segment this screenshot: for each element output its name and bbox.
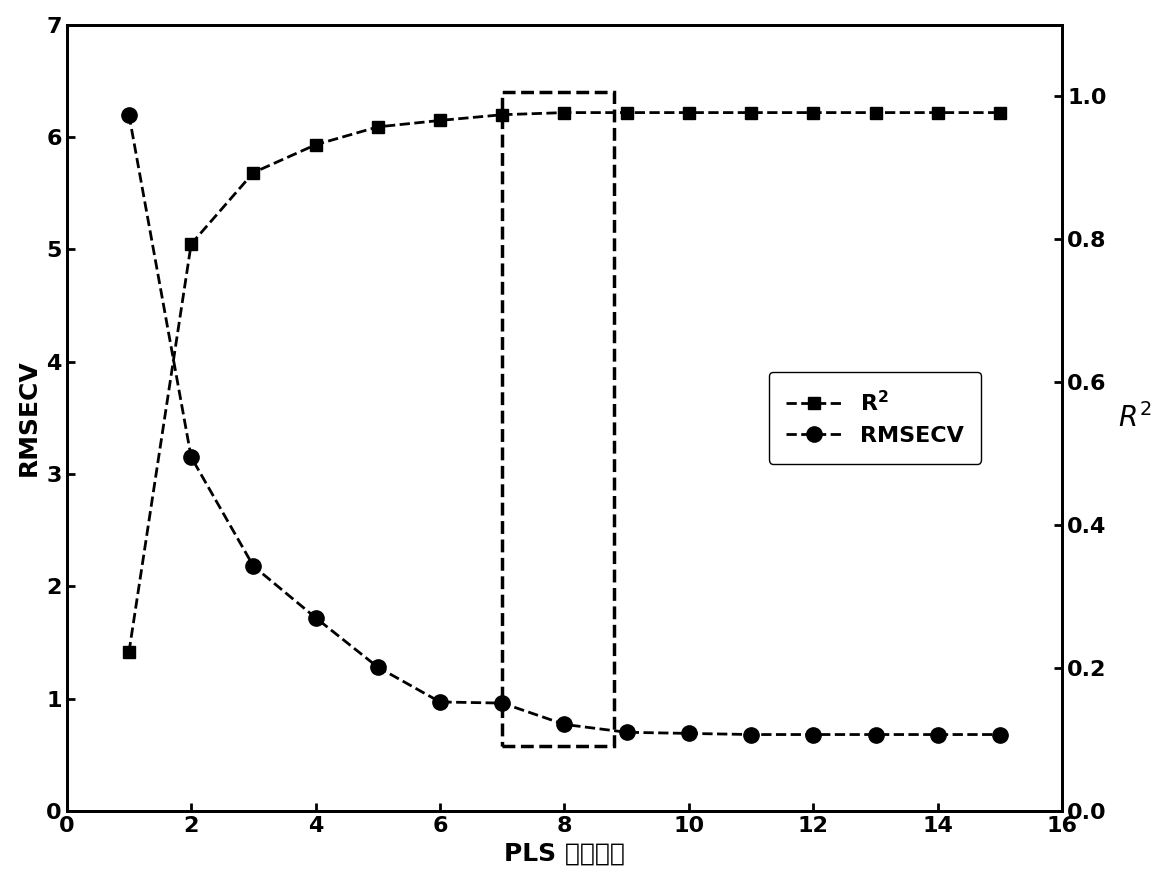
- RMSECV: [806, 729, 820, 740]
- $R^2$: [993, 108, 1007, 118]
- $R^2$: [744, 108, 758, 118]
- $R^2$: [185, 239, 199, 250]
- $R^2$: [869, 108, 883, 118]
- $R^2$: [370, 122, 384, 132]
- $R^2$: [433, 116, 447, 126]
- RMSECV: [682, 729, 696, 739]
- $R^2$: [931, 108, 945, 118]
- RMSECV: [557, 719, 571, 729]
- Y-axis label: $R^2$: $R^2$: [1118, 403, 1152, 433]
- $R^2$: [495, 109, 509, 120]
- RMSECV: [744, 729, 758, 740]
- $R^2$: [620, 108, 634, 118]
- RMSECV: [931, 729, 945, 740]
- RMSECV: [869, 729, 883, 740]
- RMSECV: [495, 698, 509, 708]
- RMSECV: [185, 452, 199, 462]
- Bar: [502, 92, 614, 746]
- RMSECV: [121, 109, 135, 120]
- Line: RMSECV: RMSECV: [121, 107, 1008, 742]
- Y-axis label: RMSECV: RMSECV: [16, 360, 41, 476]
- RMSECV: [433, 697, 447, 707]
- RMSECV: [370, 662, 384, 672]
- RMSECV: [993, 729, 1007, 740]
- RMSECV: [308, 612, 322, 623]
- X-axis label: PLS 主因子数: PLS 主因子数: [505, 841, 625, 865]
- RMSECV: [620, 727, 634, 737]
- RMSECV: [246, 561, 260, 572]
- Legend: $\mathbf{R^2}$, RMSECV: $\mathbf{R^2}$, RMSECV: [769, 372, 981, 464]
- Line: $R^2$: $R^2$: [123, 107, 1007, 659]
- $R^2$: [557, 108, 571, 118]
- $R^2$: [308, 139, 322, 150]
- $R^2$: [246, 168, 260, 178]
- $R^2$: [806, 108, 820, 118]
- $R^2$: [121, 647, 135, 657]
- $R^2$: [682, 108, 696, 118]
